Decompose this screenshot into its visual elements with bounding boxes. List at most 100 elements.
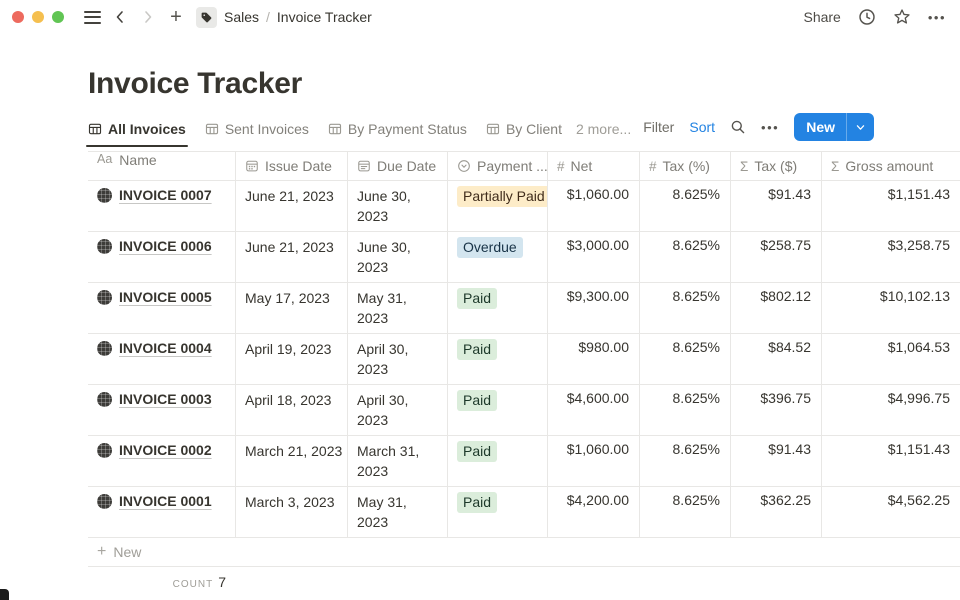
tax-percent-cell[interactable]: 8.625% bbox=[640, 181, 731, 231]
column-header-net[interactable]: # Net bbox=[548, 152, 640, 180]
column-header-tax-amount[interactable]: Σ Tax ($) bbox=[731, 152, 822, 180]
due-date-cell[interactable]: May 31, 2023 bbox=[348, 283, 448, 333]
due-date-cell[interactable]: June 30, 2023 bbox=[348, 181, 448, 231]
invoice-name-cell[interactable]: INVOICE 0003 bbox=[88, 385, 236, 435]
updates-button[interactable] bbox=[858, 8, 876, 26]
invoice-name-cell[interactable]: INVOICE 0002 bbox=[88, 436, 236, 486]
column-header-tax-percent[interactable]: # Tax (%) bbox=[640, 152, 731, 180]
more-views-button[interactable]: 2 more... bbox=[575, 121, 632, 137]
column-header-issue-date[interactable]: Issue Date bbox=[236, 152, 348, 180]
invoice-name-cell[interactable]: INVOICE 0006 bbox=[88, 232, 236, 282]
gross-amount-cell[interactable]: $4,562.25 bbox=[887, 492, 950, 508]
gross-amount-cell[interactable]: $1,064.53 bbox=[887, 339, 950, 355]
invoice-name: INVOICE 0007 bbox=[119, 187, 212, 203]
new-dropdown-button[interactable] bbox=[847, 122, 874, 133]
tax-percent-cell[interactable]: 8.625% bbox=[640, 334, 731, 384]
new-button[interactable]: New bbox=[806, 119, 835, 135]
column-label: Tax (%) bbox=[662, 158, 710, 174]
net-cell[interactable]: $4,200.00 bbox=[548, 487, 640, 537]
issue-date-cell[interactable]: June 21, 2023 bbox=[236, 181, 348, 231]
due-date-cell[interactable]: April 30, 2023 bbox=[348, 385, 448, 435]
column-header-due-date[interactable]: Due Date bbox=[348, 152, 448, 180]
tab-by-client[interactable]: By Client bbox=[486, 121, 562, 146]
invoice-name-cell[interactable]: INVOICE 0007 bbox=[88, 181, 236, 231]
view-options-button[interactable]: ••• bbox=[761, 119, 780, 135]
share-button[interactable]: Share bbox=[803, 9, 841, 25]
net-cell[interactable]: $3,000.00 bbox=[548, 232, 640, 282]
nav-forward-button[interactable] bbox=[136, 5, 160, 29]
favorite-button[interactable] bbox=[893, 8, 911, 26]
invoice-page-icon bbox=[97, 290, 112, 305]
tab-all-invoices[interactable]: All Invoices bbox=[86, 121, 188, 147]
page-title[interactable]: Invoice Tracker bbox=[88, 67, 302, 100]
invoice-name-cell[interactable]: INVOICE 0004 bbox=[88, 334, 236, 384]
sort-button[interactable]: Sort bbox=[689, 119, 716, 135]
tax-percent-cell[interactable]: 8.625% bbox=[640, 385, 731, 435]
tax-amount-cell[interactable]: $91.43 bbox=[731, 436, 822, 486]
net-cell[interactable]: $980.00 bbox=[548, 334, 640, 384]
table-header-row: Aa Name Issue Date Due Date Payment ... … bbox=[88, 152, 960, 181]
nav-back-button[interactable] bbox=[108, 5, 132, 29]
filter-button[interactable]: Filter bbox=[643, 119, 675, 135]
tax-amount-cell[interactable]: $362.25 bbox=[731, 487, 822, 537]
payment-status-cell[interactable]: Overdue bbox=[448, 232, 548, 282]
due-date-cell[interactable]: April 30, 2023 bbox=[348, 334, 448, 384]
payment-status-cell[interactable]: Paid bbox=[448, 385, 548, 435]
sidebar-toggle-button[interactable] bbox=[80, 5, 104, 29]
invoice-name-cell[interactable]: INVOICE 0001 bbox=[88, 487, 236, 537]
tax-amount-cell[interactable]: $802.12 bbox=[731, 283, 822, 333]
payment-status-cell[interactable]: Paid bbox=[448, 283, 548, 333]
gross-amount-cell[interactable]: $1,151.43 bbox=[887, 441, 950, 457]
issue-date-cell[interactable]: June 21, 2023 bbox=[236, 232, 348, 282]
net-cell[interactable]: $1,060.00 bbox=[548, 181, 640, 231]
tax-percent-cell[interactable]: 8.625% bbox=[640, 232, 731, 282]
more-options-button[interactable]: ••• bbox=[927, 9, 946, 25]
column-header-name[interactable]: Aa Name bbox=[88, 152, 236, 180]
tax-percent-cell[interactable]: 8.625% bbox=[640, 436, 731, 486]
search-button[interactable] bbox=[730, 119, 746, 135]
table-row: INVOICE 0001 March 3, 2023 May 31, 2023 … bbox=[88, 487, 960, 538]
tax-amount-cell[interactable]: $396.75 bbox=[731, 385, 822, 435]
gross-amount-cell[interactable]: $4,996.75 bbox=[887, 390, 950, 406]
due-date-cell[interactable]: May 31, 2023 bbox=[348, 487, 448, 537]
payment-status-cell[interactable]: Partially Paid bbox=[448, 181, 548, 231]
gross-amount-cell[interactable]: $1,151.43 bbox=[887, 186, 950, 202]
tax-amount-cell[interactable]: $91.43 bbox=[731, 181, 822, 231]
gross-amount-cell[interactable]: $10,102.13 bbox=[879, 288, 950, 304]
net-cell[interactable]: $4,600.00 bbox=[548, 385, 640, 435]
issue-date-cell[interactable]: April 18, 2023 bbox=[236, 385, 348, 435]
issue-date-cell[interactable]: April 19, 2023 bbox=[236, 334, 348, 384]
column-header-gross-amount[interactable]: Σ Gross amount bbox=[822, 152, 960, 180]
issue-date-cell[interactable]: March 21, 2023 bbox=[236, 436, 348, 486]
breadcrumb-page[interactable]: Invoice Tracker bbox=[276, 9, 372, 25]
invoice-name-cell[interactable]: INVOICE 0005 bbox=[88, 283, 236, 333]
due-date-cell[interactable]: June 30, 2023 bbox=[348, 232, 448, 282]
tab-sent-invoices[interactable]: Sent Invoices bbox=[205, 121, 309, 146]
column-header-payment-status[interactable]: Payment ... bbox=[448, 152, 548, 180]
zoom-window-button[interactable] bbox=[52, 11, 64, 23]
minimize-window-button[interactable] bbox=[32, 11, 44, 23]
count-calculation[interactable]: COUNT 7 bbox=[88, 567, 236, 590]
tax-percent-cell[interactable]: 8.625% bbox=[640, 487, 731, 537]
new-page-button[interactable]: + bbox=[164, 5, 188, 29]
payment-status-cell[interactable]: Paid bbox=[448, 487, 548, 537]
issue-date-cell[interactable]: March 3, 2023 bbox=[236, 487, 348, 537]
tax-percent-cell[interactable]: 8.625% bbox=[640, 283, 731, 333]
tax-amount-cell[interactable]: $258.75 bbox=[731, 232, 822, 282]
payment-status-cell[interactable]: Paid bbox=[448, 436, 548, 486]
count-value: 7 bbox=[218, 574, 226, 590]
close-window-button[interactable] bbox=[12, 11, 24, 23]
breadcrumb-section[interactable]: Sales bbox=[224, 9, 260, 25]
tab-by-payment-status[interactable]: By Payment Status bbox=[328, 121, 467, 146]
tax-amount-cell[interactable]: $84.52 bbox=[731, 334, 822, 384]
net-cell[interactable]: $1,060.00 bbox=[548, 436, 640, 486]
column-label: Tax ($) bbox=[754, 158, 798, 174]
add-row-button[interactable]: + New bbox=[88, 538, 960, 567]
page-icon-chip[interactable] bbox=[196, 6, 217, 28]
payment-status-cell[interactable]: Paid bbox=[448, 334, 548, 384]
net-cell[interactable]: $9,300.00 bbox=[548, 283, 640, 333]
breadcrumb-separator: / bbox=[266, 9, 270, 25]
issue-date-cell[interactable]: May 17, 2023 bbox=[236, 283, 348, 333]
due-date-cell[interactable]: March 31, 2023 bbox=[348, 436, 448, 486]
gross-amount-cell[interactable]: $3,258.75 bbox=[887, 237, 950, 253]
